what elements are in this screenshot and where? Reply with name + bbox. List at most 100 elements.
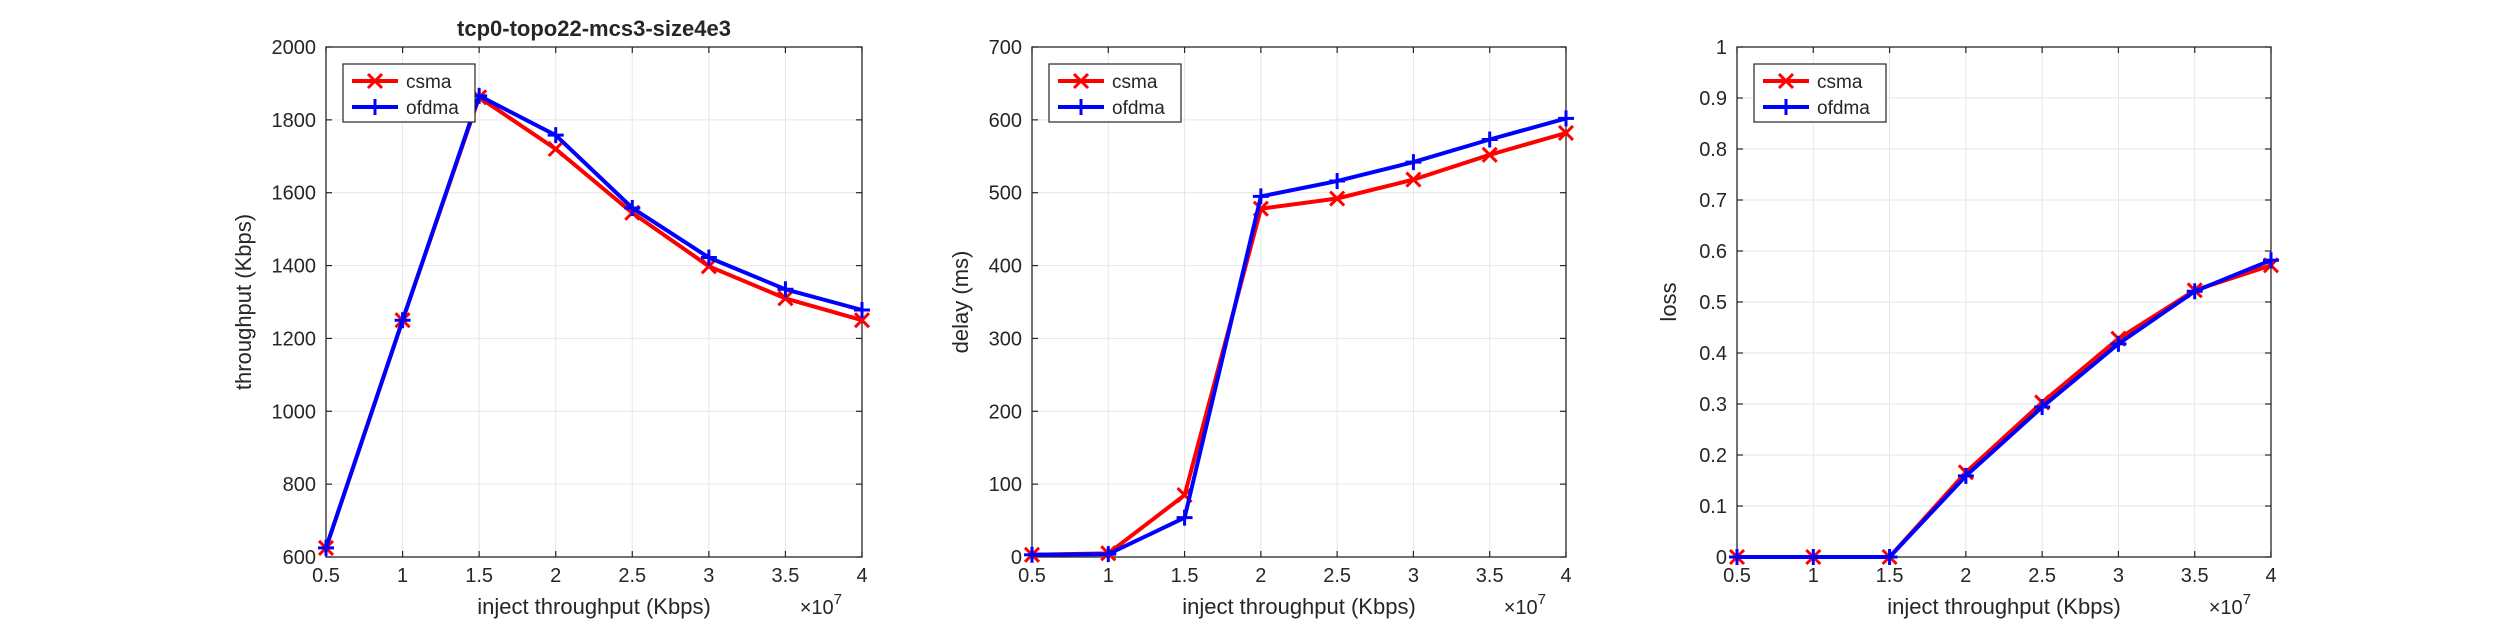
axes-box [325, 46, 863, 558]
legend-item-ofdma: ofdma [352, 98, 459, 119]
x-axis-label: inject throughput (Kbps) [1182, 594, 1416, 619]
data-point-marker-b [1557, 124, 1575, 142]
y-tick-label: 200 [989, 401, 1022, 423]
y-tick-label: 700 [989, 37, 1022, 59]
data-point-marker-b [853, 312, 871, 329]
y-tick-label: 500 [989, 183, 1022, 205]
y-tick-label: 1400 [272, 256, 317, 278]
series-line-csma [1031, 131, 1567, 557]
y-tick-label: 1600 [272, 183, 317, 205]
data-point-ofdma [2263, 252, 2279, 269]
data-point-ofdma [1805, 549, 1822, 565]
x-tick-label: 2 [1255, 565, 1266, 587]
data-point-ofdma [1405, 154, 1422, 171]
y-tick-label: 0.4 [1699, 343, 1727, 365]
x-exponent-power: 7 [2243, 591, 2251, 608]
legend-item-csma: csma [1763, 72, 1863, 93]
x-tick-label: 1 [1808, 565, 1819, 587]
series-ofdma [318, 87, 870, 556]
x-tick-label: 2 [1960, 565, 1971, 587]
legend-item-ofdma: ofdma [1763, 98, 1870, 119]
x-tick-label: 3 [703, 565, 714, 587]
series-ofdma [1729, 252, 2279, 565]
x-tick-label: 2.5 [618, 565, 646, 587]
x-tick-label: 1 [397, 565, 408, 587]
legend: csma ofdma [1048, 63, 1182, 123]
data-point-csma [853, 312, 871, 329]
y-tick-label: 0.8 [1699, 139, 1727, 161]
chart-title: tcp0-topo22-mcs3-size4e3 [457, 16, 731, 41]
data-point-marker-b [1481, 146, 1498, 163]
y-tick-label: 0.3 [1699, 394, 1727, 416]
legend-box [1753, 63, 1887, 123]
data-point-csma [1405, 171, 1422, 188]
y-tick-label: 0 [1716, 547, 1727, 569]
y-tick-label: 0.2 [1699, 445, 1727, 467]
x-tick-label: 0.5 [1018, 565, 1046, 587]
data-point-ofdma [1024, 546, 1040, 563]
x-tick-label: 3 [1408, 565, 1419, 587]
y-tick-label: 800 [283, 474, 316, 496]
series-line-ofdma [1737, 258, 2272, 559]
y-tick-label: 1800 [272, 110, 317, 132]
y-axis-label: loss [1656, 282, 1681, 321]
x-tick-label: 1.5 [465, 565, 493, 587]
y-tick-label: 0.7 [1699, 190, 1727, 212]
y-tick-label: 0.9 [1699, 88, 1727, 110]
legend-item-ofdma: ofdma [1058, 98, 1165, 119]
data-point-ofdma [624, 200, 641, 217]
x-axis-label: inject throughput (Kbps) [1887, 594, 2121, 619]
x-exponent-base: ×10 [1504, 597, 1538, 619]
legend: csma ofdma [1753, 63, 1887, 123]
data-point-ofdma [1100, 546, 1117, 563]
series-line-ofdma [1031, 116, 1567, 557]
data-point-ofdma [1957, 467, 1974, 484]
x-tick-label: 2.5 [2028, 565, 2056, 587]
data-point-csma [777, 290, 794, 307]
x-tick-label: 4 [1560, 565, 1571, 587]
legend-box [1048, 63, 1182, 123]
y-axis-label: delay (ms) [948, 251, 973, 354]
x-exponent-base: ×10 [2209, 597, 2243, 619]
legend-label: ofdma [1112, 98, 1165, 119]
x-axis-label: inject throughput (Kbps) [477, 594, 711, 619]
data-point-ofdma [1481, 131, 1498, 148]
legend-label: ofdma [1817, 98, 1870, 119]
y-tick-label: 400 [989, 256, 1022, 278]
y-tick-label: 600 [283, 547, 316, 569]
plot-area [326, 47, 862, 557]
chart-panel-2: 0.5 1 1.5 2 2.5 3 3.5 4 0 100 200 300 400 500 600 700 ×1… [948, 37, 1575, 619]
chart-panel-1: 0.5 1 1.5 2 2.5 3 3.5 4 600 800 1000 1200 1400 1600 18… [231, 16, 871, 619]
data-point-ofdma [2186, 283, 2203, 300]
x-exponent-power: 7 [1538, 591, 1546, 608]
y-tick-label: 1200 [272, 328, 317, 350]
chart-panel-3: 0.5 1 1.5 2 2.5 3 3.5 4 0 0.1 0.2 0.3 0.4 0.5 0.6 0.7 0.… [1656, 37, 2280, 619]
x-exponent-base: ×10 [800, 597, 834, 619]
legend: csma ofdma [342, 63, 476, 123]
x-tick-label: 1.5 [1171, 565, 1199, 587]
data-point-csma [547, 140, 564, 158]
legend-swatch-marker-b [366, 72, 384, 90]
y-tick-label: 1 [1716, 37, 1727, 59]
legend-swatch-marker-b [1777, 72, 1795, 90]
y-tick-label: 0 [1011, 547, 1022, 569]
x-tick-label: 2 [550, 565, 561, 587]
x-tick-label: 2.5 [1323, 565, 1351, 587]
data-point-ofdma [2034, 399, 2051, 416]
data-point-marker-b [547, 140, 564, 158]
x-tick-label: 3.5 [1476, 565, 1504, 587]
x-exponent-label: ×107 [2209, 591, 2251, 619]
x-tick-label: 3.5 [2181, 565, 2209, 587]
x-tick-label: 4 [856, 565, 867, 587]
series-ofdma [1024, 110, 1574, 563]
axes-box [1031, 46, 1567, 558]
data-point-marker-b [1405, 171, 1422, 188]
y-tick-label: 0.6 [1699, 241, 1727, 263]
data-point-ofdma [1176, 509, 1193, 526]
x-tick-label: 0.5 [312, 565, 340, 587]
x-tick-label: 1 [1103, 565, 1114, 587]
data-point-ofdma [854, 302, 870, 319]
y-tick-label: 0.5 [1699, 292, 1727, 314]
y-tick-label: 1000 [272, 401, 317, 423]
